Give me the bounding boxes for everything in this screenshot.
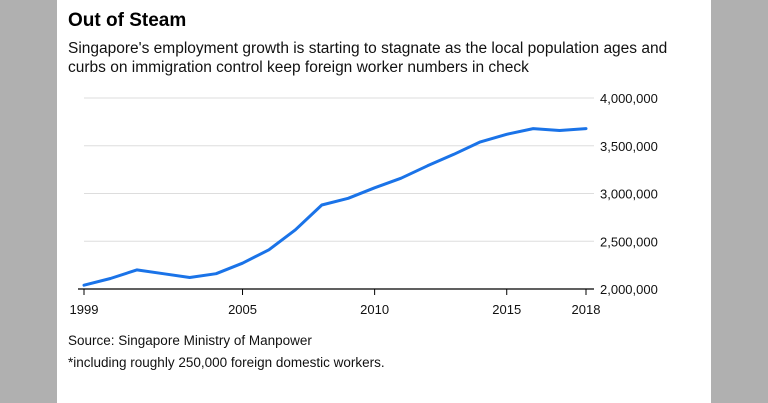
source-note: Source: Singapore Ministry of Manpower	[68, 333, 312, 348]
y-tick-label: 3,500,000	[600, 139, 658, 154]
chart-subtitle: Singapore's employment growth is startin…	[68, 40, 668, 76]
y-tick-label: 2,500,000	[600, 234, 658, 249]
x-tick-label: 2015	[492, 302, 521, 317]
x-tick-label: 1999	[70, 302, 99, 317]
chart-title: Out of Steam	[68, 10, 187, 31]
series-line-total-employment	[82, 127, 588, 287]
x-tick-label: 2018	[572, 302, 601, 317]
chart-card: Out of Steam Singapore's employment grow…	[57, 0, 711, 403]
x-tick-label: 2005	[228, 302, 257, 317]
x-tick-label: 2010	[360, 302, 389, 317]
y-tick-label: 4,000,000	[600, 91, 658, 106]
footnote: *including roughly 250,000 foreign domes…	[68, 355, 385, 370]
y-tick-label: 3,000,000	[600, 187, 658, 202]
line-chart: 2,000,000 2,500,000 3,000,000 3,500,000 4,00…	[70, 91, 658, 317]
y-tick-label: 2,000,000	[600, 282, 658, 297]
